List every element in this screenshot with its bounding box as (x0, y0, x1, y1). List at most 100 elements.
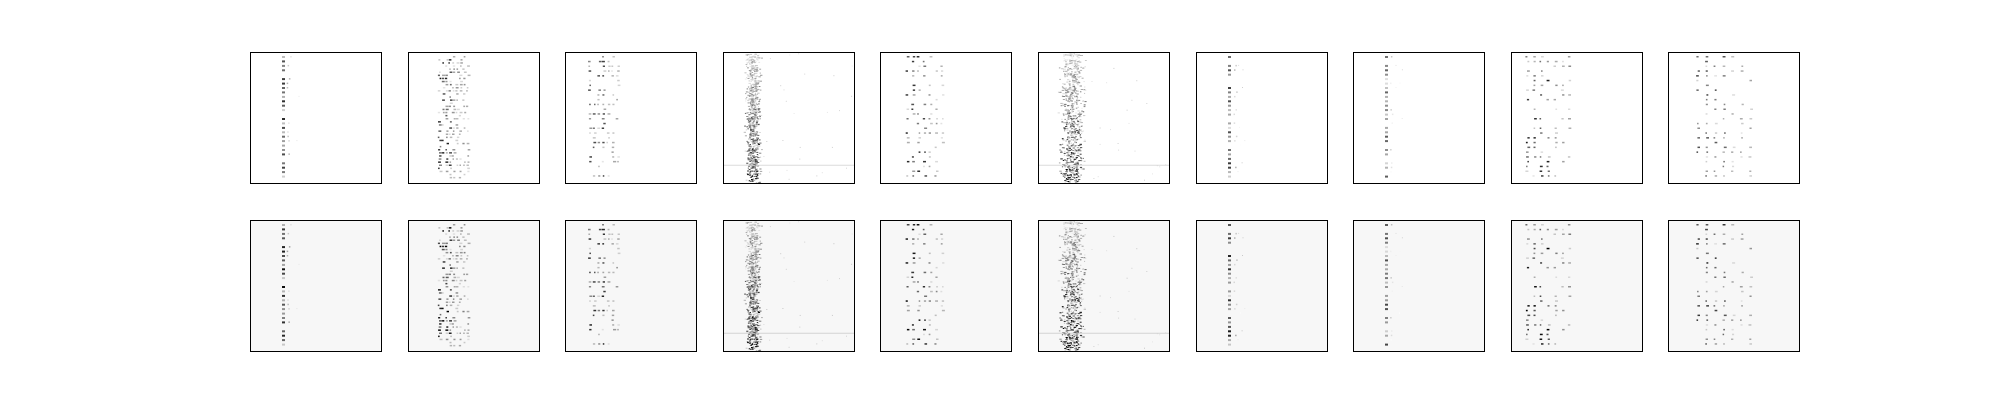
heatmap-cell (751, 236, 753, 238)
heatmap-cell (1079, 259, 1082, 261)
heatmap-cell (753, 131, 756, 133)
heatmap-cell (1385, 250, 1389, 253)
heatmap-cell (1077, 313, 1080, 315)
heatmap-cell (749, 240, 751, 242)
heatmap-cell (1561, 262, 1565, 264)
heatmap-cell (1068, 177, 1070, 179)
heatmap-cell (1079, 305, 1082, 307)
heatmap-cell (748, 136, 751, 138)
heatmap-cell (756, 67, 759, 69)
heatmap-cell (929, 132, 932, 134)
heatmap-cell (1706, 243, 1709, 245)
heatmap-cell (755, 240, 758, 242)
heatmap-cell (1722, 165, 1725, 168)
heatmap-cell (1069, 324, 1073, 326)
heatmap-cell (760, 57, 763, 59)
heatmap-cell (1076, 175, 1078, 177)
heatmap-cell (1723, 75, 1726, 77)
heatmap-cell (617, 65, 621, 67)
heatmap-cell (941, 243, 943, 245)
heatmap-cell (466, 130, 469, 132)
heatmap-cell (918, 65, 921, 67)
heatmap-cell (750, 65, 753, 67)
heatmap-cell (1238, 126, 1240, 128)
heatmap-cell (749, 53, 752, 55)
heatmap-cell (462, 93, 465, 95)
heatmap-cell (282, 343, 285, 346)
heatmap-cell (755, 80, 757, 82)
heatmap-cell (1696, 56, 1699, 58)
heatmap-cell (1066, 249, 1068, 251)
heatmap-cell (456, 62, 460, 64)
heatmap-cell (744, 78, 747, 80)
heatmap-cell (912, 343, 915, 345)
heatmap-cell (1078, 128, 1080, 130)
heatmap-cell (751, 297, 753, 299)
heatmap-image (251, 221, 381, 351)
heatmap-cell (746, 235, 749, 237)
heatmap-cell (1072, 111, 1074, 113)
heatmap-cell (763, 156, 765, 157)
heatmap-cell (445, 276, 449, 279)
heatmap-cell (1073, 228, 1077, 230)
heatmap-cell (1233, 140, 1236, 142)
heatmap-cell (448, 90, 451, 92)
heatmap-cell (1705, 281, 1708, 283)
heatmap-image (566, 53, 697, 183)
heatmap-cell (1071, 68, 1073, 70)
heatmap-cell (746, 74, 749, 75)
heatmap-cell (913, 94, 916, 96)
heatmap-cell (752, 138, 754, 140)
heatmap-cell (1074, 145, 1077, 147)
heatmap-cell (748, 229, 750, 231)
heatmap-cell (1077, 152, 1080, 154)
heatmap-cell (458, 158, 462, 160)
heatmap-cell (753, 282, 756, 284)
heatmap-cell (1058, 260, 1061, 261)
heatmap-cell (756, 285, 758, 287)
heatmap-cell (1071, 106, 1074, 108)
heatmap-cell (750, 330, 754, 332)
heatmap-cell (755, 290, 758, 291)
heatmap-cell (1715, 300, 1718, 302)
heatmap-cell (1064, 298, 1066, 300)
heatmap-cell (758, 307, 761, 309)
heatmap-cell (745, 331, 748, 333)
heatmap-cell (451, 255, 454, 257)
heatmap-cell (752, 142, 755, 144)
heatmap-cell (1066, 109, 1070, 111)
heatmap-cell (942, 300, 945, 302)
heatmap-cell (1076, 119, 1078, 121)
heatmap-cell (745, 54, 748, 56)
heatmap-cell (1067, 330, 1069, 332)
heatmap-cell (1060, 158, 1063, 160)
heatmap-cell (1227, 241, 1231, 244)
heatmap-cell (821, 340, 823, 342)
heatmap-cell (758, 269, 760, 271)
heatmap-cell (747, 167, 749, 169)
heatmap-cell (1073, 255, 1076, 257)
heatmap-cell (785, 100, 787, 102)
heatmap-cell (282, 286, 285, 288)
heatmap-cell (442, 111, 445, 114)
heatmap-cell (1063, 165, 1066, 167)
heatmap-cell (458, 282, 461, 285)
heatmap-cell (749, 338, 751, 340)
heatmap-cell (282, 95, 285, 98)
heatmap-cell (1071, 73, 1074, 75)
heatmap-cell (1073, 126, 1075, 128)
heatmap-cell (745, 297, 747, 299)
heatmap-cell (1065, 140, 1067, 142)
heatmap-cell (462, 332, 465, 334)
heatmap-cell (460, 227, 463, 229)
heatmap-cell (753, 73, 756, 74)
heatmap-cell (1068, 278, 1070, 280)
heatmap-cell (441, 80, 445, 83)
heatmap-cell (754, 317, 757, 319)
heatmap-cell (462, 105, 465, 108)
heatmap-cell (1075, 326, 1077, 328)
heatmap-cell (754, 95, 757, 97)
heatmap-cell (1546, 98, 1549, 101)
heatmap-cell (1067, 231, 1070, 233)
heatmap-cell (445, 83, 448, 86)
